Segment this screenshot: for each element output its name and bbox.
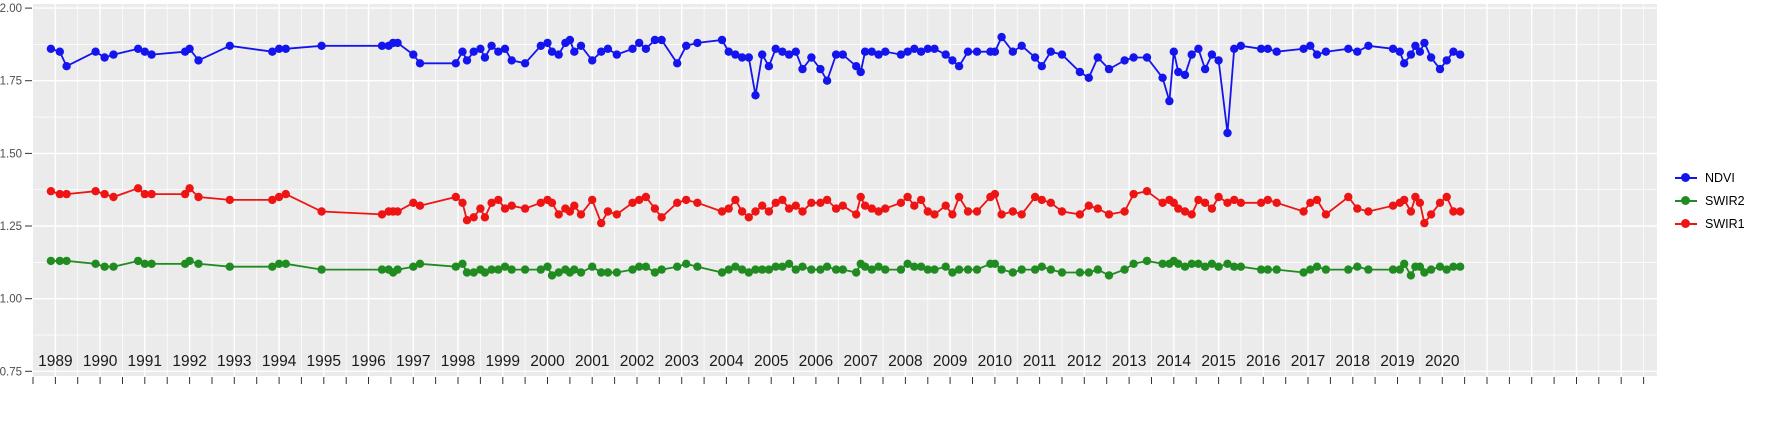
svg-text:2.00: 2.00: [0, 3, 22, 15]
svg-text:2011: 2011: [1023, 353, 1056, 370]
svg-text:2008: 2008: [888, 353, 922, 370]
svg-text:2007: 2007: [843, 353, 877, 370]
svg-text:2020: 2020: [1425, 353, 1460, 370]
legend-key-ndvi: [1674, 166, 1698, 189]
legend-label-swir2: SWIR2: [1705, 193, 1745, 208]
legend-dot-icon: [1681, 196, 1690, 205]
legend-dot-icon: [1681, 219, 1690, 228]
svg-text:1.50: 1.50: [0, 148, 22, 160]
svg-text:2003: 2003: [664, 353, 698, 370]
svg-text:2010: 2010: [978, 353, 1013, 370]
svg-text:2009: 2009: [933, 353, 967, 370]
legend-item-ndvi: NDVI: [1674, 166, 1745, 189]
svg-text:1994: 1994: [262, 353, 297, 370]
svg-text:2001: 2001: [575, 353, 609, 370]
svg-text:1.00: 1.00: [0, 294, 22, 306]
svg-text:1991: 1991: [128, 353, 162, 370]
svg-text:2004: 2004: [709, 353, 744, 370]
svg-text:1997: 1997: [396, 353, 430, 370]
x-axis-ticks: [32, 377, 1645, 384]
svg-text:1.25: 1.25: [0, 221, 22, 233]
svg-text:2002: 2002: [620, 353, 654, 370]
x-axis-labels: 1989 1990 1991 1992 1993 1994 1995 1996 1997 1998…: [38, 353, 1460, 370]
legend-key-swir2: [1674, 189, 1698, 212]
gridlines-minor: [33, 4, 1657, 376]
svg-text:1998: 1998: [441, 353, 475, 370]
y-axis-ticks: [25, 7, 32, 372]
svg-text:1995: 1995: [307, 353, 341, 370]
y-axis-labels: 2.00 1.75 1.50 1.25 1.00 0.75: [0, 3, 22, 378]
svg-text:2018: 2018: [1336, 353, 1370, 370]
legend-dot-icon: [1681, 173, 1690, 182]
svg-text:2000: 2000: [530, 353, 565, 370]
svg-text:1996: 1996: [351, 353, 385, 370]
svg-text:1992: 1992: [172, 353, 206, 370]
svg-text:1993: 1993: [217, 353, 251, 370]
svg-text:2017: 2017: [1291, 353, 1325, 370]
svg-text:1989: 1989: [38, 353, 72, 370]
legend: NDVI SWIR2 SWIR1: [1674, 166, 1745, 235]
svg-text:2005: 2005: [754, 353, 788, 370]
series-ndvi: [46, 32, 1465, 138]
svg-text:2019: 2019: [1380, 353, 1414, 370]
svg-text:1999: 1999: [486, 353, 520, 370]
legend-label-swir1: SWIR1: [1705, 216, 1745, 231]
legend-label-ndvi: NDVI: [1705, 170, 1735, 185]
legend-item-swir2: SWIR2: [1674, 189, 1745, 212]
svg-text:2006: 2006: [799, 353, 833, 370]
svg-text:2012: 2012: [1067, 353, 1101, 370]
svg-text:1.75: 1.75: [0, 76, 22, 88]
svg-text:1990: 1990: [83, 353, 118, 370]
svg-text:2016: 2016: [1246, 353, 1280, 370]
svg-text:0.75: 0.75: [0, 366, 22, 378]
svg-text:2014: 2014: [1157, 353, 1192, 370]
series-swir2: [46, 256, 1465, 280]
svg-text:2013: 2013: [1112, 353, 1146, 370]
legend-item-swir1: SWIR1: [1674, 212, 1745, 235]
series-swir1: [46, 184, 1465, 228]
legend-key-swir1: [1674, 212, 1698, 235]
svg-text:2015: 2015: [1201, 353, 1235, 370]
